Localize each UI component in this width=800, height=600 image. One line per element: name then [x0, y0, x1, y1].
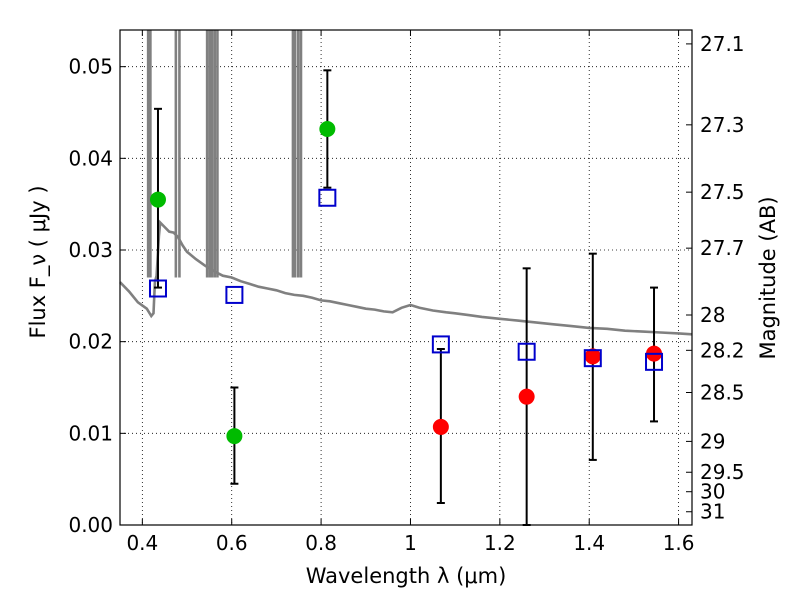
right-tick-label: 28.2: [700, 338, 745, 362]
right-tick-label: 27.3: [700, 113, 745, 137]
x-tick-label: 1.2: [484, 531, 516, 555]
model-point: [148, 279, 167, 298]
x-tick-label: 1.6: [663, 531, 695, 555]
x-tick-label: 0.6: [216, 531, 248, 555]
model-point: [431, 335, 450, 354]
data-point: [432, 418, 449, 435]
right-tick-label: 27.7: [700, 236, 745, 260]
y-tick-label: 0.01: [68, 421, 113, 445]
right-tick-label: 27.1: [700, 32, 745, 56]
y-tick-label: 0.02: [68, 330, 113, 354]
right-tick-label: 31: [700, 500, 725, 524]
model-point: [225, 285, 244, 304]
y-axis-title: Flux F_ν ( μJy ): [26, 185, 51, 338]
right-tick-label: 29: [700, 429, 725, 453]
x-tick-label: 1.4: [573, 531, 605, 555]
tick-labels: 0.4 0.6 0.8 1 1.2 1.4 1.6 0.00 0.01 0.02 0.03 0.04 0…: [68, 32, 744, 555]
model-point: [645, 352, 664, 371]
data-point: [149, 191, 166, 208]
data-points: [148, 69, 664, 526]
x-tick-label: 1: [404, 531, 417, 555]
model-point: [517, 342, 536, 361]
x-tick-label: 0.8: [305, 531, 337, 555]
right-tick-label: 30: [700, 480, 725, 504]
y-tick-label: 0.05: [68, 55, 113, 79]
data-point: [319, 121, 336, 137]
model-point: [318, 188, 337, 207]
right-tick-label: 28.5: [700, 380, 745, 404]
axis-ticks: [120, 30, 692, 526]
right-tick-label: 28: [700, 303, 725, 327]
data-point: [518, 388, 535, 405]
x-tick-label: 0.4: [126, 531, 158, 555]
right-axis-title: Magnitude (AB): [756, 196, 780, 359]
data-point: [226, 428, 243, 445]
model-spectrum: [119, 30, 693, 336]
y-tick-label: 0.04: [68, 146, 113, 170]
model-point: [583, 349, 602, 368]
right-tick-label: 29.5: [700, 460, 745, 484]
right-tick-label: 27.5: [700, 180, 745, 204]
plot-frame: [119, 29, 693, 526]
model-spectrum-line: [119, 219, 693, 336]
y-tick-label: 0.00: [68, 513, 113, 537]
y-tick-label: 0.03: [68, 238, 113, 262]
grid-lines: [120, 30, 692, 526]
x-axis-title: Wavelength λ (μm): [306, 564, 507, 588]
